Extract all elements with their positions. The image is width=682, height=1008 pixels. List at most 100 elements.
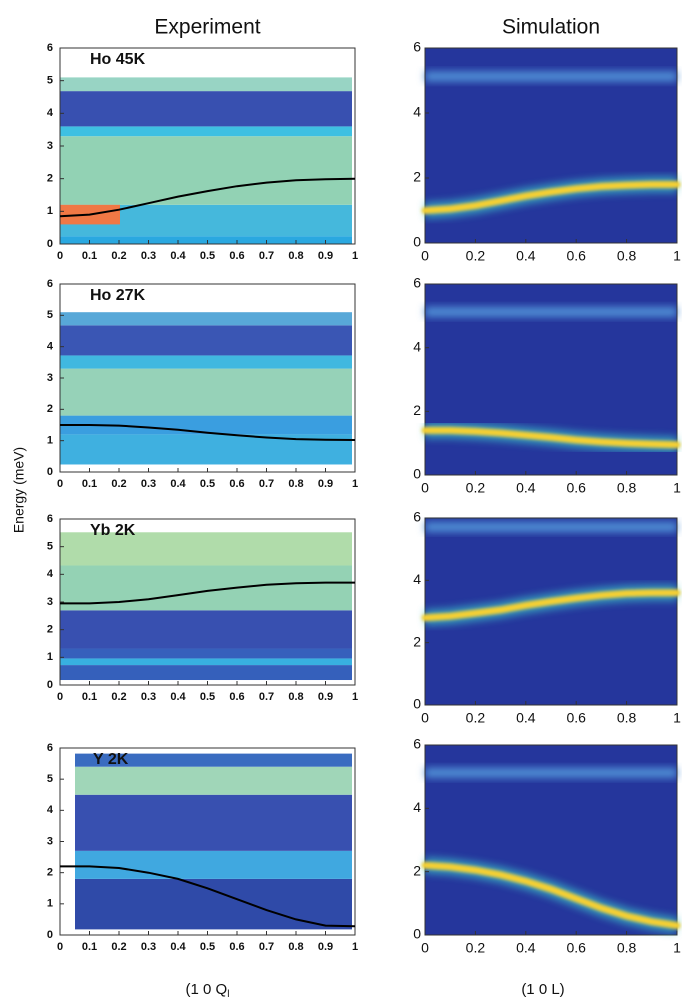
- heatmap-band: [60, 665, 352, 681]
- column-title: Simulation: [502, 16, 600, 39]
- background-band: [425, 306, 677, 317]
- heatmap-band: [60, 464, 352, 472]
- dispersion-line: [59, 177, 356, 218]
- panel: 0 1 2 3 4 5 6 0 0.1 0.2 0.3 0.4 0.5 0.6 0.7 0.8 0.9 1 Yb 2…: [47, 513, 358, 703]
- panel: 0 2 4 6 0 0.2 0.4 0.6 0.8 1: [413, 509, 681, 726]
- y-tick-label: 0: [47, 929, 53, 941]
- x-tick-label: 0.8: [288, 691, 303, 703]
- x-tick-label: 0.8: [288, 941, 303, 953]
- x-tick-label: 0.2: [111, 478, 126, 490]
- x-tick-label: 0.9: [318, 941, 333, 953]
- x-tick-label: 0: [421, 248, 429, 264]
- x-tick-label: 0.2: [466, 710, 486, 726]
- y-tick-label: 0: [413, 466, 421, 482]
- y-tick-label: 4: [413, 571, 421, 587]
- x-tick-label: 1: [673, 480, 681, 496]
- heatmap-band: [60, 368, 352, 416]
- y-tick-label: 3: [47, 372, 53, 384]
- panel-label: Ho 27K: [90, 287, 146, 304]
- heatmap-band: [60, 91, 352, 127]
- panel-label: Yb 2K: [90, 522, 136, 539]
- x-tick-label: 0: [57, 478, 63, 490]
- y-tick-label: 6: [47, 513, 53, 525]
- heatmap-band: [75, 794, 352, 851]
- dispersion-line: [60, 865, 356, 928]
- panel: 0 1 2 3 4 5 6 0 0.1 0.2 0.3 0.4 0.5 0.6 0.7 0.8 0.9 1 Ho 2…: [11, 278, 358, 533]
- ridge-line: [421, 426, 681, 449]
- y-tick-label: 2: [47, 867, 53, 879]
- x-tick-label: 0.3: [141, 250, 156, 262]
- heatmap-band: [60, 610, 352, 649]
- y-tick-label: 4: [47, 107, 54, 119]
- x-tick-label: 0: [57, 691, 63, 703]
- heatmap-band: [60, 680, 352, 685]
- x-tick-label: 0.2: [111, 250, 126, 262]
- y-tick-label: 4: [47, 341, 54, 353]
- y-tick-label: 0: [47, 238, 53, 250]
- y-tick-label: 0: [413, 696, 421, 712]
- x-tick-label: 0.6: [229, 478, 244, 490]
- y-tick-label: 1: [47, 651, 53, 663]
- y-tick-label: 4: [47, 804, 54, 816]
- y-tick-label: 0: [413, 234, 421, 250]
- y-tick-label: 5: [47, 541, 53, 553]
- heatmap-band: [60, 312, 352, 326]
- y-axis-label: Energy (meV): [11, 447, 27, 533]
- x-tick-label: 0.8: [617, 248, 637, 264]
- panel-label: Ho 45K: [90, 51, 146, 68]
- x-tick-label: 0.4: [170, 250, 186, 262]
- x-tick-label: 0: [421, 710, 429, 726]
- y-tick-label: 5: [47, 309, 53, 321]
- y-tick-label: 2: [47, 173, 53, 185]
- y-tick-label: 4: [413, 104, 421, 120]
- x-tick-label: 0.8: [288, 478, 303, 490]
- x-tick-label: 0.5: [200, 691, 215, 703]
- x-tick-label: 0.2: [466, 480, 486, 496]
- heatmap-band: [60, 126, 352, 137]
- x-tick-label: 0.6: [566, 940, 586, 956]
- heatmap-band: [60, 325, 352, 356]
- ridge-line: [421, 181, 681, 214]
- y-tick-label: 3: [47, 140, 53, 152]
- x-tick-label: 0.4: [516, 480, 536, 496]
- plot-frame: [424, 744, 678, 936]
- y-tick-label: 2: [413, 633, 421, 649]
- heatmap-band: [60, 136, 352, 205]
- plot-frame: [424, 283, 678, 476]
- heatmap-band: [75, 929, 352, 935]
- x-tick-label: 0.4: [516, 248, 536, 264]
- x-tick-label: 0.4: [170, 941, 186, 953]
- dispersion-line: [60, 581, 355, 605]
- heatmap-band: [60, 236, 352, 244]
- x-tick-label: 1: [673, 940, 681, 956]
- ridge-line: [421, 589, 681, 622]
- heatmap-band: [75, 850, 352, 879]
- heatmap-band: [60, 648, 352, 659]
- panel: 0 1 2 3 4 5 6 0 0.1 0.2 0.3 0.4 0.5 0.6 0.7 0.8 0.9 1 Y 2K…: [47, 742, 358, 1000]
- x-tick-label: 0.6: [229, 941, 244, 953]
- panel: 0 2 4 6 0 0.2 0.4 0.6 0.8 1: [413, 275, 681, 496]
- heatmap-band: [60, 532, 352, 566]
- panel: 0 2 4 6 0 0.2 0.4 0.6 0.8 1 (1 0 L): [413, 736, 681, 998]
- y-tick-label: 1: [47, 205, 53, 217]
- y-tick-label: 2: [47, 624, 53, 636]
- x-tick-label: 0.7: [259, 478, 274, 490]
- y-tick-label: 5: [47, 773, 53, 785]
- x-tick-label: 0.6: [229, 691, 244, 703]
- heatmap-band: [75, 766, 352, 795]
- y-tick-label: 3: [47, 835, 53, 847]
- x-tick-label: 0.7: [259, 941, 274, 953]
- heatmap-band: [60, 658, 352, 666]
- x-axis-label: (1 0 L): [521, 981, 564, 998]
- x-tick-label: 0.9: [318, 478, 333, 490]
- heatmap-band: [60, 415, 352, 435]
- x-axis-label-main: (1 0 L): [521, 981, 564, 998]
- y-tick-label: 6: [413, 39, 421, 55]
- x-tick-label: 0.3: [141, 478, 156, 490]
- x-tick-label: 1: [352, 478, 358, 490]
- y-tick-label: 6: [413, 736, 421, 752]
- x-tick-label: 0.5: [200, 250, 215, 262]
- x-tick-label: 1: [352, 941, 358, 953]
- y-tick-label: 4: [47, 568, 54, 580]
